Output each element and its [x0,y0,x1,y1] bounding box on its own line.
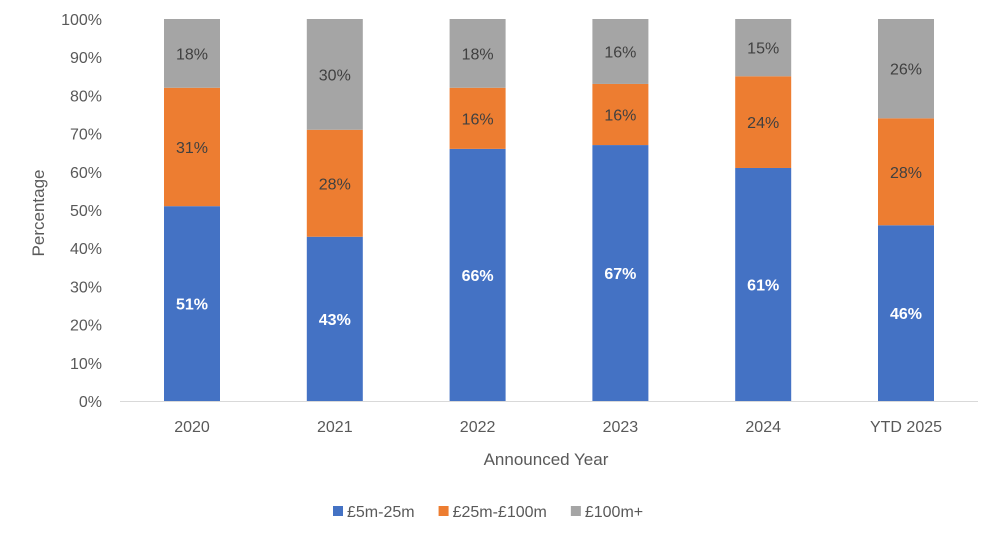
data-label: 16% [604,44,636,61]
bars: 51% 31% 18% 43% 28% 30% 66% 16% 18% 67% 16% 16% 61% 2… [164,19,934,401]
data-label: 18% [462,46,494,63]
y-axis-title: Percentage [29,170,48,257]
data-label: 43% [319,312,351,329]
bar-segment-0-0 [164,206,220,401]
bar-segment-0-2 [164,19,220,88]
bar-segment-2-2 [449,19,506,88]
data-label: 15% [747,41,779,58]
bar-segment-3-2 [592,19,649,84]
bar-segment-5-1 [878,118,934,226]
legend-label: £5m-25m [347,504,415,521]
data-label: 31% [176,140,208,157]
bar-segment-3-0 [592,145,649,401]
y-tick-label: 80% [70,88,102,105]
bar-segment-5-2 [878,19,934,119]
y-tick-label: 30% [70,279,102,296]
y-tick-label: 40% [70,241,102,258]
data-label: 51% [176,297,208,314]
data-label: 16% [604,108,636,125]
data-label: 26% [890,62,922,79]
x-axis-ticks: 2020 2021 2022 2023 2024 YTD 2025 [174,419,942,436]
bar-segment-4-2 [735,19,792,77]
data-label: 28% [890,165,922,182]
bar-segment-2-0 [449,148,506,401]
x-tick-label: 2024 [745,419,781,436]
data-label: 46% [890,306,922,323]
legend-swatch [570,506,581,516]
bar-segment-4-0 [735,167,792,401]
x-tick-label: 2021 [317,419,353,436]
data-label: 16% [462,111,494,128]
y-tick-label: 20% [70,318,102,335]
bar-segment-0-1 [164,87,220,207]
bar-segment-4-1 [735,76,792,168]
y-tick-label: 10% [70,356,102,373]
legend: £5m-25m £25m-£100m £100m+ [333,504,643,521]
y-tick-label: 60% [70,165,102,182]
data-label: 28% [319,176,351,193]
bar-segment-1-0 [306,236,363,401]
data-label: 18% [176,46,208,63]
x-tick-label: YTD 2025 [870,419,942,436]
y-tick-label: 0% [79,394,102,411]
legend-label: £25m-£100m [453,504,547,521]
bar-segment-1-2 [306,19,363,130]
x-tick-label: 2022 [460,419,496,436]
y-tick-label: 50% [70,203,102,220]
data-label: 30% [319,67,351,84]
y-tick-label: 90% [70,50,102,67]
x-axis-title: Announced Year [484,450,609,469]
legend-swatch [438,506,449,516]
y-tick-label: 100% [61,12,102,29]
x-tick-label: 2020 [174,419,210,436]
legend-swatch [333,506,343,516]
y-tick-label: 70% [70,127,102,144]
data-label: 67% [604,266,636,283]
y-axis-ticks: 0% 10% 20% 30% 40% 50% 60% 70% 80% 90% 100% [61,12,102,411]
legend-label: £100m+ [585,504,643,521]
bar-segment-1-1 [306,129,363,237]
bar-segment-3-1 [592,83,649,146]
data-label: 24% [747,115,779,132]
data-label: 61% [747,277,779,294]
x-tick-label: 2023 [603,419,639,436]
data-label: 66% [462,268,494,285]
bar-segment-2-1 [449,87,506,149]
bar-segment-5-0 [878,225,934,401]
